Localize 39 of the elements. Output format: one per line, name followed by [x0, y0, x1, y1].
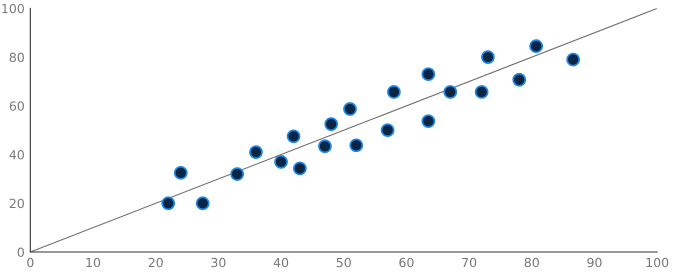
point — [274, 155, 288, 169]
x-tick-label: 70 — [462, 258, 476, 268]
x-tick-label: 20 — [148, 258, 163, 268]
point — [380, 123, 394, 138]
y-tick-label: 0 — [18, 247, 24, 257]
point — [443, 85, 458, 99]
point — [286, 129, 300, 144]
point — [343, 102, 357, 116]
point — [349, 138, 364, 152]
x-tick-label: 30 — [211, 258, 226, 268]
point — [174, 166, 188, 180]
x-tick-label: 40 — [274, 258, 288, 268]
point — [161, 196, 176, 210]
y-tick-label: 20 — [10, 198, 24, 208]
x-tick-label: 80 — [524, 258, 539, 268]
x-tick-label: 100 — [646, 258, 668, 268]
point — [293, 162, 307, 176]
x-tick-label: 0 — [27, 258, 34, 268]
y-tick-label: 40 — [9, 150, 24, 160]
point — [566, 52, 580, 66]
point — [318, 139, 332, 154]
x-tick-label: 10 — [86, 258, 100, 268]
point — [196, 196, 210, 210]
x-tick-label: 90 — [587, 258, 602, 268]
point — [230, 167, 244, 181]
y-tick-label: 80 — [10, 52, 24, 62]
point — [512, 72, 526, 87]
y-tick-label: 60 — [10, 101, 24, 111]
point — [422, 67, 436, 82]
point — [387, 85, 401, 99]
y-tick-label: 100 — [2, 4, 24, 14]
x-tick-label: 60 — [399, 258, 414, 268]
point — [324, 117, 338, 131]
point — [481, 50, 495, 64]
point — [249, 145, 263, 159]
point — [529, 39, 544, 54]
point — [474, 85, 488, 99]
x-tick-label: 50 — [336, 258, 351, 268]
point — [422, 114, 436, 128]
